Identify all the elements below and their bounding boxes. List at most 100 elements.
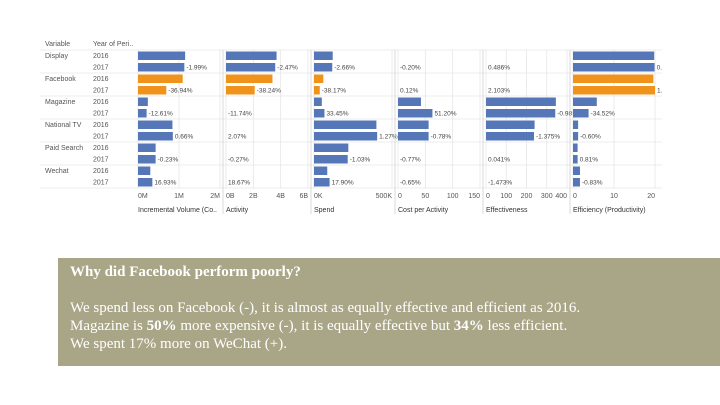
bar bbox=[138, 132, 173, 141]
year-label: 2016 bbox=[93, 145, 109, 152]
axis-title: Efficiency (Productivity) bbox=[573, 207, 646, 214]
bar bbox=[314, 109, 325, 118]
tick-label: 100 bbox=[500, 193, 512, 200]
data-label: 1.98% bbox=[657, 88, 662, 95]
bar bbox=[314, 132, 378, 141]
year-label: 2017 bbox=[93, 65, 109, 72]
tick-label: 400 bbox=[555, 193, 567, 200]
variable-label: National TV bbox=[45, 122, 82, 129]
bar bbox=[226, 63, 276, 72]
variable-header: Variable bbox=[45, 41, 70, 48]
data-label: 0.12% bbox=[400, 88, 419, 95]
callout-highlight: 34% bbox=[453, 318, 484, 334]
bar bbox=[226, 86, 255, 95]
tick-label: 100 bbox=[447, 193, 459, 200]
bar bbox=[573, 120, 579, 129]
data-label: -0.77% bbox=[400, 157, 421, 164]
data-label: -0.83% bbox=[582, 180, 603, 187]
data-label: -1.375% bbox=[536, 134, 560, 141]
chart-panel: Variable Year of Peri.. Display 2016 2017 Fac… bbox=[40, 36, 662, 225]
bar bbox=[138, 51, 186, 60]
axis-title: Incremental Volume (Co.. bbox=[138, 207, 217, 214]
bar bbox=[138, 178, 153, 187]
bar bbox=[314, 155, 348, 164]
tick-label: 6B bbox=[299, 193, 308, 200]
data-label: 17.90% bbox=[332, 180, 354, 187]
data-label: 2.07% bbox=[228, 134, 247, 141]
bar bbox=[314, 166, 328, 175]
data-label: 18.67% bbox=[228, 180, 250, 187]
tick-label: 2B bbox=[249, 193, 258, 200]
bar bbox=[573, 97, 597, 106]
bar bbox=[314, 51, 333, 60]
tick-label: 300 bbox=[541, 193, 553, 200]
variable-label: Paid Search bbox=[45, 145, 83, 152]
bar bbox=[314, 97, 322, 106]
bar bbox=[138, 166, 151, 175]
variable-label: Facebook bbox=[45, 76, 76, 83]
data-label: -0.78% bbox=[431, 134, 452, 141]
year-label: 2017 bbox=[93, 111, 109, 118]
bar bbox=[486, 132, 534, 141]
data-label: -0.60% bbox=[580, 134, 601, 141]
bar bbox=[138, 143, 156, 152]
tick-label: 0M bbox=[138, 193, 148, 200]
data-label: -11.74% bbox=[228, 111, 252, 118]
callout-box: Why did Facebook perform poorly? We spen… bbox=[58, 258, 720, 366]
data-label: -0.989% bbox=[557, 111, 581, 118]
callout-text-segment: more expensive (-), it is equally effect… bbox=[176, 318, 454, 334]
bar bbox=[226, 74, 273, 83]
bar bbox=[314, 63, 333, 72]
small-multiples-bar-chart: Variable Year of Peri.. Display 2016 2017 Fac… bbox=[40, 41, 662, 214]
bar bbox=[138, 74, 183, 83]
tick-label: 20 bbox=[647, 193, 655, 200]
bar bbox=[138, 155, 156, 164]
tick-label: 0 bbox=[573, 193, 577, 200]
callout-line-2: Magazine is 50% more expensive (-), it i… bbox=[70, 317, 567, 335]
axis-title: Activity bbox=[226, 207, 249, 214]
bar bbox=[573, 63, 655, 72]
data-label: -12.61% bbox=[149, 111, 173, 118]
bar bbox=[398, 120, 429, 129]
tick-label: 0K bbox=[314, 193, 323, 200]
bar bbox=[398, 132, 429, 141]
data-label: -1.99% bbox=[186, 65, 207, 72]
bar bbox=[138, 86, 167, 95]
bar bbox=[314, 86, 320, 95]
year-label: 2017 bbox=[93, 180, 109, 187]
bar bbox=[138, 63, 185, 72]
tick-label: 150 bbox=[468, 193, 480, 200]
data-label: 16.93% bbox=[154, 180, 176, 187]
year-label: 2016 bbox=[93, 99, 109, 106]
tick-label: 0 bbox=[486, 193, 490, 200]
bar bbox=[486, 97, 556, 106]
bar bbox=[573, 109, 589, 118]
callout-text-segment: Magazine is bbox=[70, 318, 147, 334]
data-label: 0.69% bbox=[657, 65, 662, 72]
tick-label: 4B bbox=[276, 193, 285, 200]
callout-line-1: We spend less on Facebook (-), it is alm… bbox=[70, 300, 581, 316]
data-label: -38.17% bbox=[322, 88, 346, 95]
axis-title: Effectiveness bbox=[486, 207, 528, 214]
tick-label: 200 bbox=[521, 193, 533, 200]
data-label: 0.041% bbox=[488, 157, 510, 164]
callout-highlight: 50% bbox=[146, 318, 177, 334]
year-label: 2016 bbox=[93, 76, 109, 83]
tick-label: 1M bbox=[174, 193, 184, 200]
data-label: -38.24% bbox=[257, 88, 281, 95]
tick-label: 0 bbox=[398, 193, 402, 200]
bar bbox=[138, 120, 173, 129]
variable-label: Display bbox=[45, 53, 68, 60]
bar bbox=[226, 51, 277, 60]
tick-label: 10 bbox=[610, 193, 618, 200]
data-label: 2.103% bbox=[488, 88, 510, 95]
year-label: 2016 bbox=[93, 122, 109, 129]
bar bbox=[486, 109, 556, 118]
bar bbox=[138, 97, 148, 106]
data-label: -0.20% bbox=[400, 65, 421, 72]
bar bbox=[314, 74, 324, 83]
data-label: -2.47% bbox=[277, 65, 298, 72]
bar bbox=[573, 178, 580, 187]
year-label: 2017 bbox=[93, 134, 109, 141]
data-label: 51.20% bbox=[434, 111, 456, 118]
